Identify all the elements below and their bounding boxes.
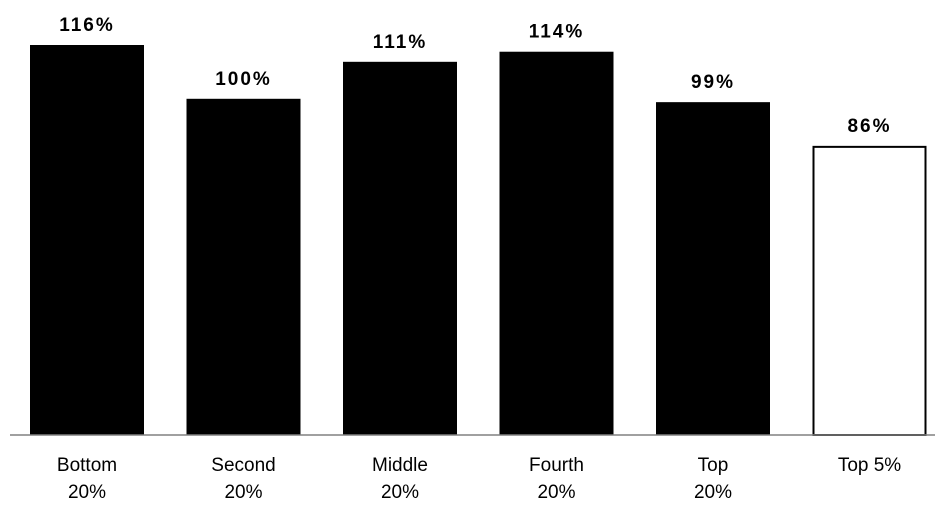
category-label-line: 20% xyxy=(694,482,732,503)
category-label-line: 20% xyxy=(537,482,575,503)
value-labels-group: 116% 100% 111% 114% 99% 86% xyxy=(59,15,891,137)
category-label: Middle 20% xyxy=(372,455,428,503)
category-label-line: 20% xyxy=(381,482,419,503)
category-label: Top 20% xyxy=(694,455,732,503)
bar xyxy=(30,45,144,435)
bar-value-label: 114% xyxy=(529,22,585,43)
bar-value-label: 111% xyxy=(373,32,428,53)
category-label-line: Middle xyxy=(372,455,428,476)
bar xyxy=(812,145,927,437)
bars-group xyxy=(30,45,927,437)
category-label-line: 20% xyxy=(224,482,262,503)
bar-value-label: 116% xyxy=(59,15,115,36)
category-label: Second 20% xyxy=(211,455,275,503)
bar-value-label: 99% xyxy=(691,72,735,93)
bar xyxy=(343,61,457,436)
category-label: Bottom 20% xyxy=(57,455,117,503)
bar-value-label: 86% xyxy=(847,116,891,137)
bar xyxy=(499,51,614,436)
category-label-line: Top xyxy=(698,455,729,476)
category-label-line: 20% xyxy=(68,482,106,503)
category-label: Fourth 20% xyxy=(529,455,584,503)
category-label-line: Second xyxy=(211,455,275,476)
bar xyxy=(656,102,770,435)
category-label-line: Bottom xyxy=(57,455,117,476)
category-label-line: Top 5% xyxy=(838,455,901,476)
bar xyxy=(186,98,301,436)
category-labels-group: Bottom 20% Second 20% Middle 20% Fourth 20% Top 2… xyxy=(57,455,901,503)
category-label: Top 5% xyxy=(838,455,901,476)
bar-value-label: 100% xyxy=(215,69,272,90)
category-label-line: Fourth xyxy=(529,455,584,476)
